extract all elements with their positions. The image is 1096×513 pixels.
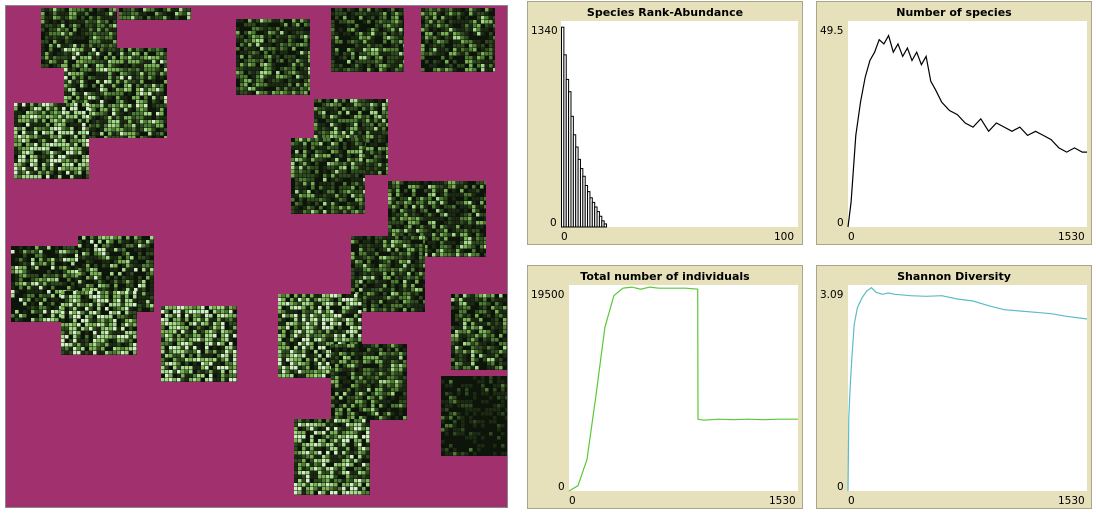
forest-patch <box>119 8 191 20</box>
plot-title: Total number of individuals <box>580 270 750 283</box>
y-min-label: 0 <box>558 481 565 493</box>
forest-patch <box>61 291 137 355</box>
forest-patch <box>441 376 507 456</box>
forest-patch <box>351 236 425 312</box>
y-max-label: 1340 <box>531 25 558 37</box>
series-line <box>568 286 798 492</box>
y-min-label: 0 <box>837 217 844 229</box>
forest-patch <box>236 19 310 95</box>
shannon-chart <box>847 286 1088 492</box>
y-min-label: 0 <box>837 481 844 493</box>
y-max-label: 3.09 <box>820 289 844 301</box>
forest-patch <box>161 306 237 382</box>
forest-patch <box>421 8 495 72</box>
x-max-label: 1530 <box>1058 495 1085 507</box>
rank-abundance-chart <box>561 26 608 228</box>
forest-patch <box>331 8 404 72</box>
species-chart <box>847 34 1087 228</box>
plot-total-individuals: Total number of individuals 19500 0 0 15… <box>527 265 803 509</box>
plot-species-rank-abundance: Species Rank-Abundance 1340 0 0 100 <box>527 1 803 245</box>
series-line <box>847 286 1088 492</box>
series-line <box>847 34 1087 228</box>
abundance-bar <box>603 223 608 228</box>
forest-patch <box>278 294 362 378</box>
forest-patch <box>64 48 167 138</box>
plot-area <box>848 285 1087 491</box>
x-max-label: 1530 <box>769 495 796 507</box>
y-min-label: 0 <box>550 217 557 229</box>
plot-shannon-diversity: Shannon Diversity 3.09 0 0 1530 <box>816 265 1092 509</box>
x-min-label: 0 <box>848 231 855 243</box>
forest-patch <box>331 344 407 420</box>
forest-patch <box>451 294 507 370</box>
x-min-label: 0 <box>569 495 576 507</box>
individuals-chart <box>568 286 798 492</box>
x-min-label: 0 <box>848 495 855 507</box>
x-max-label: 100 <box>774 231 795 243</box>
plot-number-of-species: Number of species 49.5 0 0 1530 <box>816 1 1092 245</box>
world-canvas <box>11 8 507 495</box>
y-max-label: 19500 <box>531 289 565 301</box>
plot-title: Shannon Diversity <box>897 270 1011 283</box>
world-view[interactable] <box>5 5 508 508</box>
forest-patch <box>14 103 89 179</box>
forest-patch <box>291 138 365 214</box>
x-min-label: 0 <box>561 231 568 243</box>
plot-title: Number of species <box>896 6 1012 19</box>
y-max-label: 49.5 <box>820 25 844 37</box>
plot-area <box>561 21 798 227</box>
x-max-label: 1530 <box>1058 231 1085 243</box>
forest-patch <box>294 419 370 495</box>
plot-title: Species Rank-Abundance <box>586 6 744 19</box>
